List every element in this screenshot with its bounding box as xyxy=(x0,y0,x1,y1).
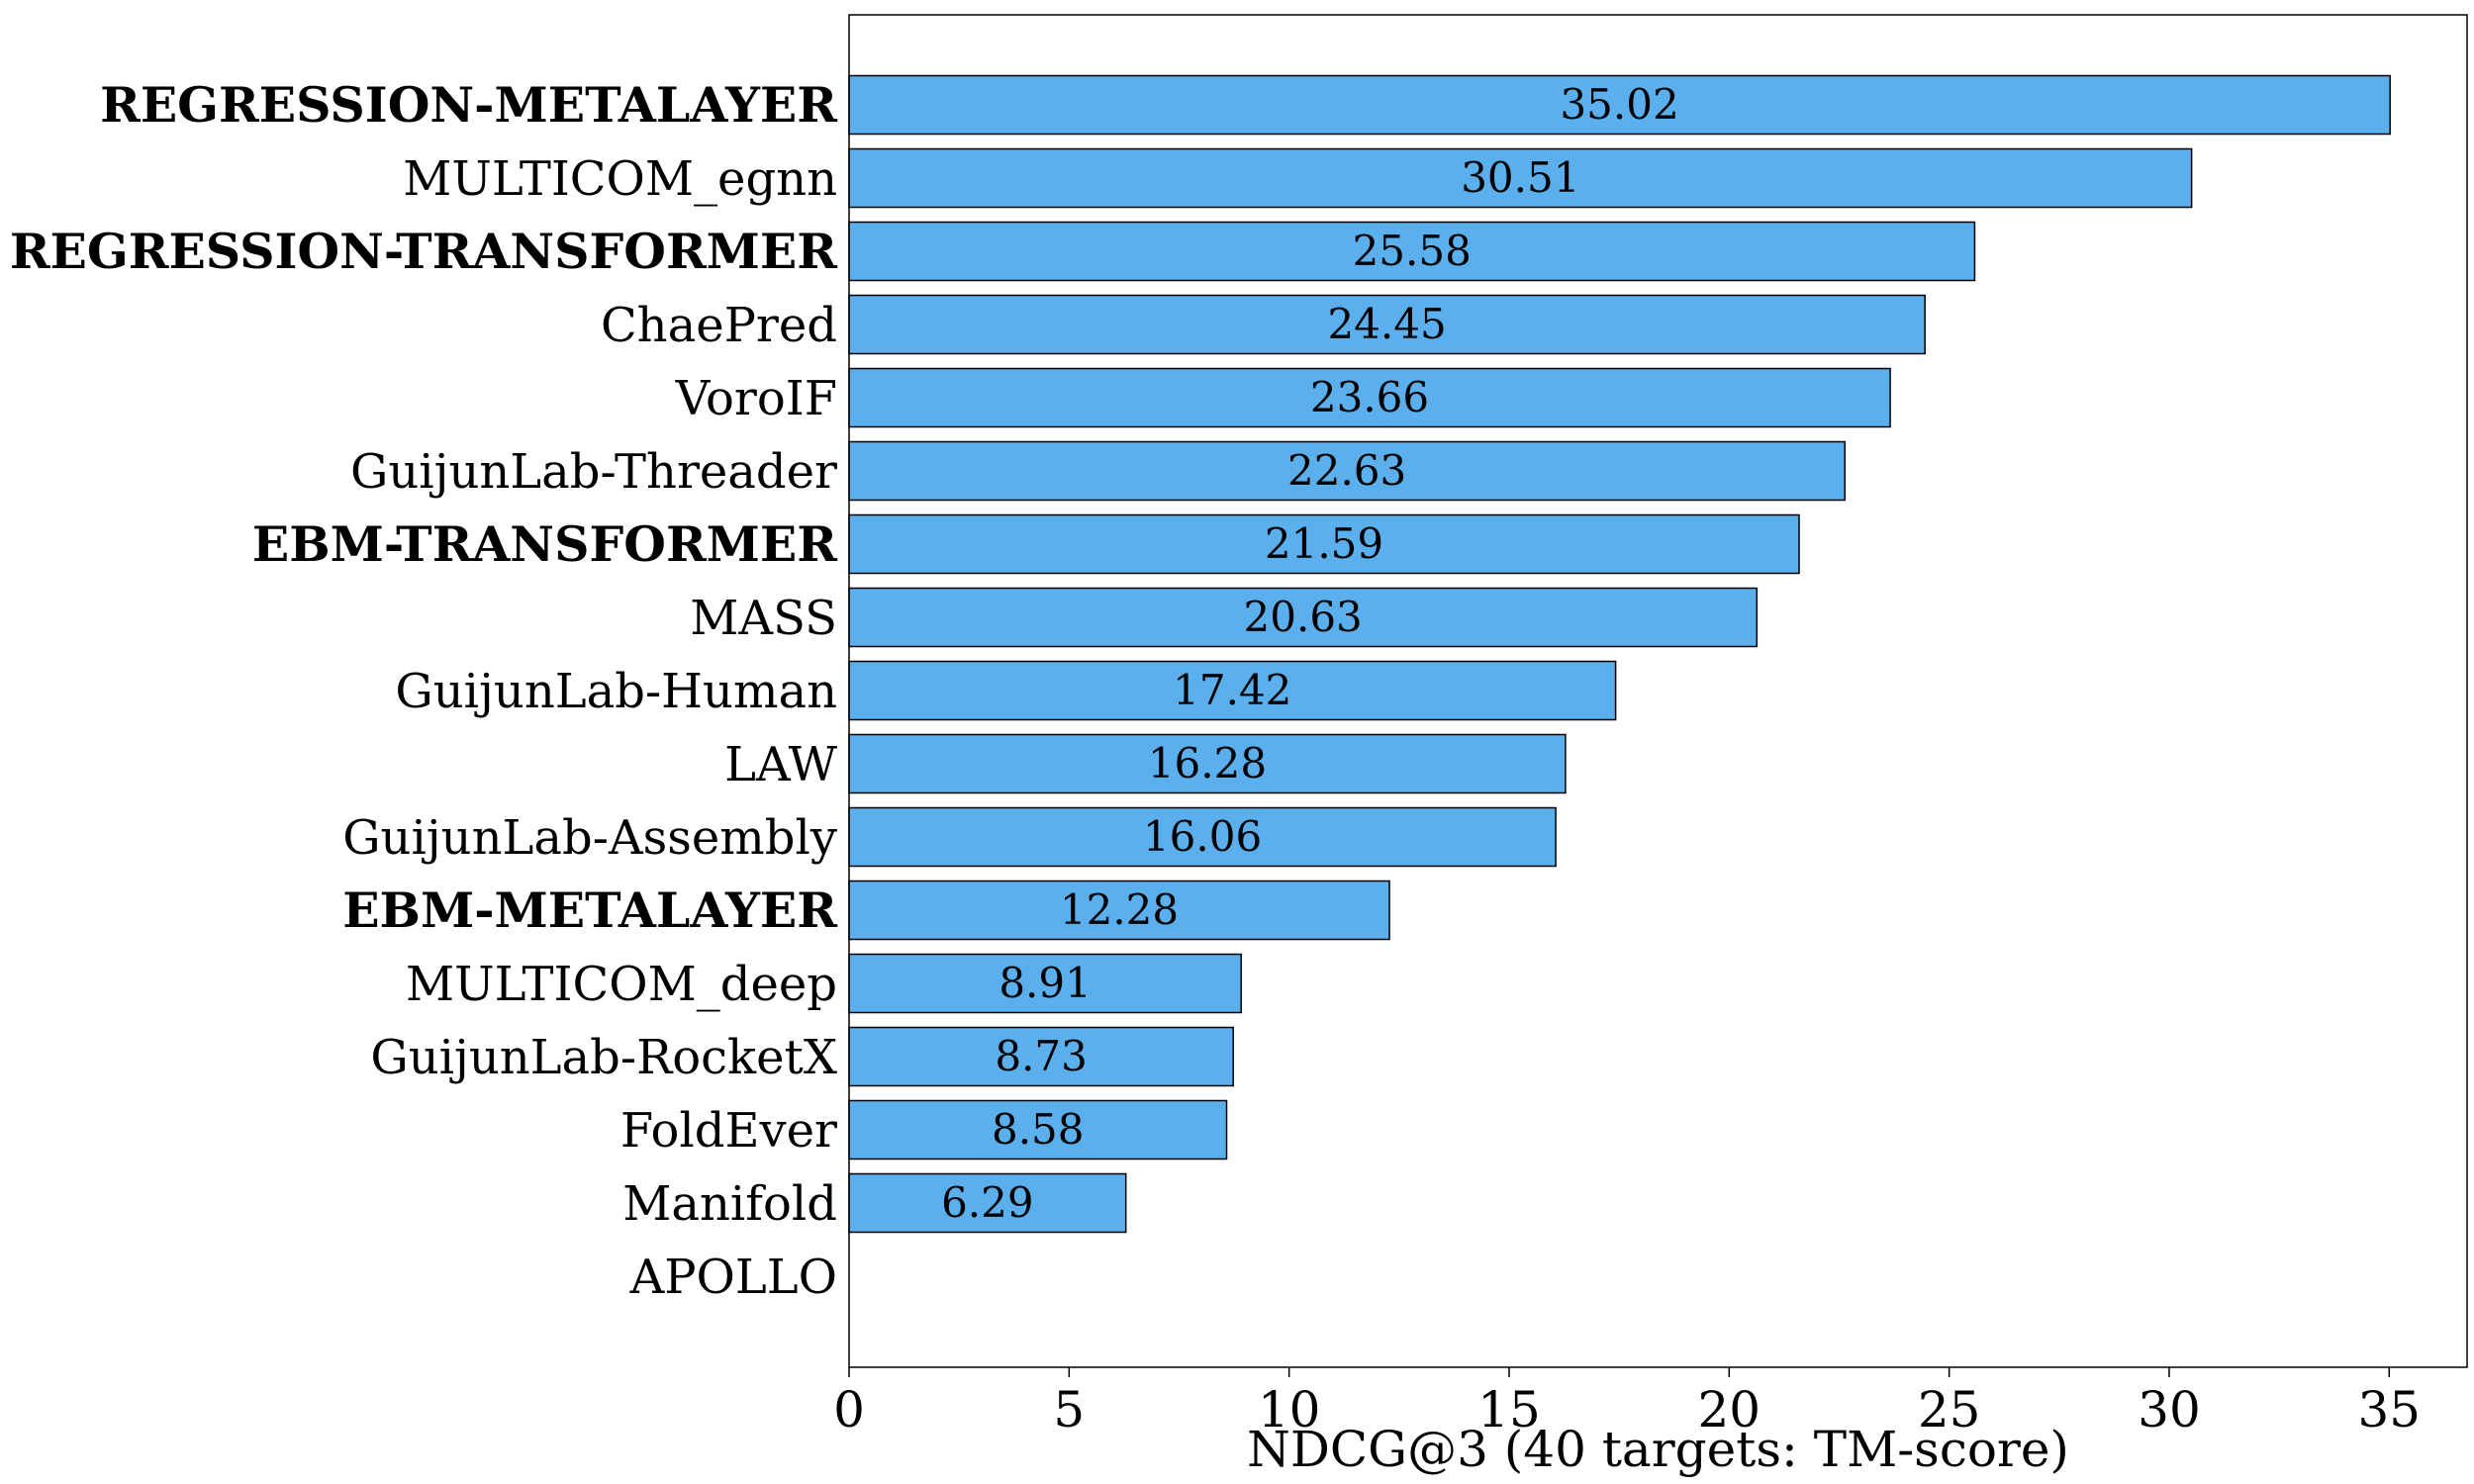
bar-ebm-transformer xyxy=(848,513,1800,575)
value-label-guijunlab-threader: 22.63 xyxy=(1287,446,1406,495)
category-label-regression-metalayer: REGRESSION-METALAYER xyxy=(100,76,838,134)
category-label-guijunlab-human: GuijunLab-Human xyxy=(395,664,837,719)
bar-voroif xyxy=(848,367,1891,428)
value-label-foldever: 8.58 xyxy=(992,1105,1085,1154)
bar-foldever xyxy=(848,1099,1228,1160)
x-tick-label: 20 xyxy=(1697,1381,1760,1438)
category-label-apollo: APOLLO xyxy=(629,1250,837,1305)
value-label-guijunlab-assembly: 16.06 xyxy=(1143,812,1262,861)
bar-guijunlab-threader xyxy=(848,440,1847,502)
category-label-guijunlab-threader: GuijunLab-Threader xyxy=(350,444,837,500)
bar-regression-transformer xyxy=(848,221,1976,282)
category-label-multicom-egnn: MULTICOM_egnn xyxy=(403,151,837,207)
value-label-regression-metalayer: 35.02 xyxy=(1560,80,1678,129)
category-label-ebm-transformer: EBM-TRANSFORMER xyxy=(252,515,838,573)
value-label-regression-transformer: 25.58 xyxy=(1353,227,1472,275)
x-tick-label: 30 xyxy=(2138,1381,2201,1438)
category-label-guijunlab-assembly: GuijunLab-Assembly xyxy=(342,810,837,866)
x-tick-label: 0 xyxy=(833,1381,865,1438)
value-label-ebm-metalayer: 12.28 xyxy=(1060,885,1179,934)
value-labels-layer: 35.02 30.51 25.58 24.45 23.66 22.63 21.59 20.63… xyxy=(941,80,1679,1227)
bar-guijunlab-rocketx xyxy=(848,1026,1234,1087)
category-label-regression-transformer: REGRESSION-TRANSFORMER xyxy=(10,223,838,280)
value-label-guijunlab-rocketx: 8.73 xyxy=(995,1032,1088,1080)
x-tick-label: 15 xyxy=(1477,1381,1541,1438)
x-axis-ticks: 0 5 10 15 20 25 30 35 xyxy=(833,1367,2421,1438)
x-tick-label: 10 xyxy=(1258,1381,1321,1438)
x-axis-label: NDCG@3 (40 targets: TM-score) xyxy=(1247,1421,2069,1478)
bar-multicom-deep xyxy=(848,953,1242,1014)
value-label-mass: 20.63 xyxy=(1244,593,1363,641)
category-label-foldever: FoldEver xyxy=(620,1103,837,1159)
x-tick-label: 35 xyxy=(2357,1381,2421,1438)
value-label-guijunlab-human: 17.42 xyxy=(1173,666,1291,714)
value-label-voroif: 23.66 xyxy=(1310,373,1429,421)
category-label-guijunlab-rocketx: GuijunLab-RocketX xyxy=(370,1030,837,1085)
value-label-manifold: 6.29 xyxy=(941,1178,1034,1227)
bar-guijunlab-assembly xyxy=(848,806,1557,868)
category-labels-layer: REGRESSION-METALAYER MULTICOM_egnn REGRESS… xyxy=(10,76,838,1305)
bar-chaepred xyxy=(848,294,1926,355)
category-label-voroif: VoroIF xyxy=(675,371,837,426)
value-label-multicom-egnn: 30.51 xyxy=(1461,153,1579,202)
x-tick-label: 25 xyxy=(1918,1381,1981,1438)
value-label-multicom-deep: 8.91 xyxy=(999,959,1092,1007)
bar-multicom-egnn xyxy=(848,147,2193,209)
bar-regression-metalayer xyxy=(848,74,2391,136)
category-label-mass: MASS xyxy=(690,591,837,646)
value-label-law: 16.28 xyxy=(1148,739,1267,788)
category-label-law: LAW xyxy=(724,737,838,792)
bars-layer xyxy=(848,74,2391,1234)
category-label-ebm-metalayer: EBM-METALAYER xyxy=(342,881,838,939)
category-label-multicom-deep: MULTICOM_deep xyxy=(406,957,837,1012)
category-label-chaepred: ChaePred xyxy=(601,298,837,353)
x-tick-label: 5 xyxy=(1053,1381,1085,1438)
bar-law xyxy=(848,733,1567,794)
plot-frame xyxy=(848,14,2468,1368)
category-label-manifold: Manifold xyxy=(622,1176,837,1232)
value-label-chaepred: 24.45 xyxy=(1327,300,1446,348)
bar-ebm-metalayer xyxy=(848,880,1390,941)
value-label-ebm-transformer: 21.59 xyxy=(1265,519,1383,568)
